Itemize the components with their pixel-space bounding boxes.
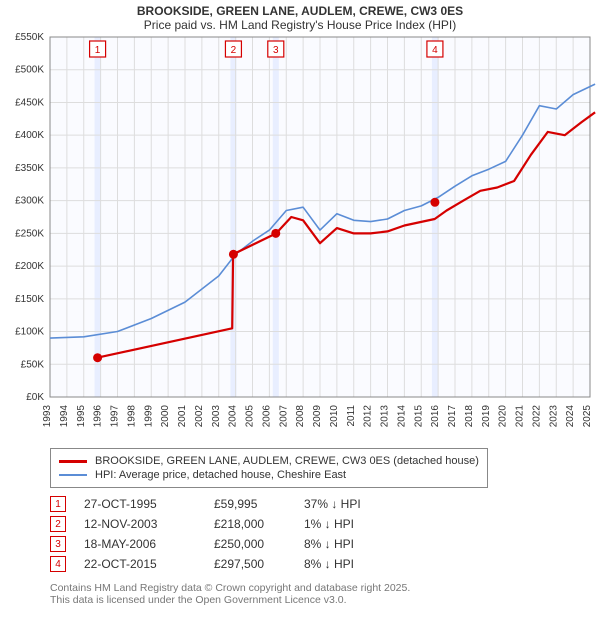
svg-text:2014: 2014 xyxy=(396,405,407,428)
svg-text:1995: 1995 xyxy=(76,405,87,428)
sale-price: £250,000 xyxy=(214,537,304,551)
svg-text:£50K: £50K xyxy=(21,359,45,370)
svg-text:2018: 2018 xyxy=(464,405,475,428)
footer-attribution: Contains HM Land Registry data © Crown c… xyxy=(50,582,580,606)
svg-text:1994: 1994 xyxy=(59,405,70,428)
svg-text:1993: 1993 xyxy=(42,405,53,428)
sale-price: £297,500 xyxy=(214,557,304,571)
svg-text:£550K: £550K xyxy=(15,32,44,43)
svg-text:2023: 2023 xyxy=(548,405,559,428)
svg-text:1999: 1999 xyxy=(143,405,154,428)
svg-text:2009: 2009 xyxy=(312,405,323,428)
svg-text:1997: 1997 xyxy=(110,405,121,428)
svg-text:2015: 2015 xyxy=(413,405,424,428)
sale-delta: 8% ↓ HPI xyxy=(304,537,414,551)
svg-text:2007: 2007 xyxy=(278,405,289,428)
sale-marker-badge: 2 xyxy=(50,516,66,532)
sale-marker-badge: 4 xyxy=(50,556,66,572)
svg-text:£150K: £150K xyxy=(15,294,44,305)
svg-text:2025: 2025 xyxy=(582,405,593,428)
svg-text:1: 1 xyxy=(95,45,101,56)
svg-text:2004: 2004 xyxy=(228,405,239,428)
svg-text:3: 3 xyxy=(273,45,279,56)
svg-text:1996: 1996 xyxy=(93,405,104,428)
svg-text:2003: 2003 xyxy=(211,405,222,428)
sale-delta: 8% ↓ HPI xyxy=(304,557,414,571)
legend-swatch-blue xyxy=(59,474,87,476)
svg-text:2012: 2012 xyxy=(363,405,374,428)
svg-text:2021: 2021 xyxy=(515,405,526,428)
title-line-1: BROOKSIDE, GREEN LANE, AUDLEM, CREWE, CW… xyxy=(0,4,600,18)
svg-text:2013: 2013 xyxy=(380,405,391,428)
sales-table: 1 27-OCT-1995£59,99537% ↓ HPI 2 12-NOV-2003… xyxy=(50,496,580,572)
svg-text:£100K: £100K xyxy=(15,327,44,338)
legend-row-blue: HPI: Average price, detached house, Ches… xyxy=(59,469,479,481)
svg-text:2020: 2020 xyxy=(498,405,509,428)
svg-text:£300K: £300K xyxy=(15,196,44,207)
sale-delta: 37% ↓ HPI xyxy=(304,497,414,511)
chart-titles: BROOKSIDE, GREEN LANE, AUDLEM, CREWE, CW… xyxy=(0,0,600,32)
legend-label-blue: HPI: Average price, detached house, Ches… xyxy=(95,469,346,481)
svg-text:2022: 2022 xyxy=(531,405,542,428)
svg-text:2017: 2017 xyxy=(447,405,458,428)
svg-text:£450K: £450K xyxy=(15,97,44,108)
svg-text:2005: 2005 xyxy=(245,405,256,428)
svg-text:2019: 2019 xyxy=(481,405,492,428)
sales-row: 2 12-NOV-2003£218,0001% ↓ HPI xyxy=(50,516,580,532)
svg-text:2: 2 xyxy=(231,45,237,56)
svg-text:1998: 1998 xyxy=(126,405,137,428)
svg-text:£0K: £0K xyxy=(26,392,44,403)
sales-row: 4 22-OCT-2015£297,5008% ↓ HPI xyxy=(50,556,580,572)
line-chart-svg: £0K £50K £100K £150K £200K £250K £300K £350K £40… xyxy=(0,32,600,442)
sale-date: 22-OCT-2015 xyxy=(84,557,214,571)
sale-marker-badge: 3 xyxy=(50,536,66,552)
svg-text:4: 4 xyxy=(432,45,438,56)
sale-price: £59,995 xyxy=(214,497,304,511)
sale-price: £218,000 xyxy=(214,517,304,531)
sale-delta: 1% ↓ HPI xyxy=(304,517,414,531)
svg-text:2024: 2024 xyxy=(565,405,576,428)
svg-text:2001: 2001 xyxy=(177,405,188,428)
svg-text:2002: 2002 xyxy=(194,405,205,428)
svg-text:£250K: £250K xyxy=(15,228,44,239)
legend-row-red: BROOKSIDE, GREEN LANE, AUDLEM, CREWE, CW… xyxy=(59,455,479,467)
sales-row: 3 18-MAY-2006£250,0008% ↓ HPI xyxy=(50,536,580,552)
sales-row: 1 27-OCT-1995£59,99537% ↓ HPI xyxy=(50,496,580,512)
svg-text:2006: 2006 xyxy=(261,405,272,428)
svg-text:£200K: £200K xyxy=(15,261,44,272)
sale-date: 27-OCT-1995 xyxy=(84,497,214,511)
legend-label-red: BROOKSIDE, GREEN LANE, AUDLEM, CREWE, CW… xyxy=(95,455,479,467)
footer-line-1: Contains HM Land Registry data © Crown c… xyxy=(50,582,580,594)
legend-box: BROOKSIDE, GREEN LANE, AUDLEM, CREWE, CW… xyxy=(50,448,488,488)
svg-text:2010: 2010 xyxy=(329,405,340,428)
svg-text:£350K: £350K xyxy=(15,163,44,174)
sale-date: 12-NOV-2003 xyxy=(84,517,214,531)
svg-text:£400K: £400K xyxy=(15,130,44,141)
sale-marker-badge: 1 xyxy=(50,496,66,512)
svg-text:2000: 2000 xyxy=(160,405,171,428)
svg-text:2011: 2011 xyxy=(346,405,357,427)
svg-text:2008: 2008 xyxy=(295,405,306,428)
footer-line-2: This data is licensed under the Open Gov… xyxy=(50,594,580,606)
chart-area: £0K £50K £100K £150K £200K £250K £300K £350K £40… xyxy=(0,32,600,442)
title-line-2: Price paid vs. HM Land Registry's House … xyxy=(0,18,600,32)
svg-text:2016: 2016 xyxy=(430,405,441,428)
svg-text:£500K: £500K xyxy=(15,65,44,76)
legend-swatch-red xyxy=(59,460,87,463)
sale-date: 18-MAY-2006 xyxy=(84,537,214,551)
